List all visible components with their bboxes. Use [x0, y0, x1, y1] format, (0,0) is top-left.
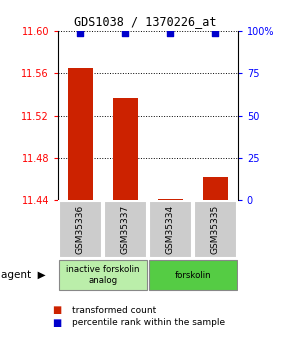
Text: ■: ■ [52, 306, 61, 315]
Bar [104, 201, 147, 258]
Text: agent  ▶: agent ▶ [1, 270, 46, 280]
Bar [203, 177, 228, 200]
Bar [149, 260, 237, 290]
Text: GSM35336: GSM35336 [76, 205, 85, 254]
Bar [149, 201, 192, 258]
Text: GSM35337: GSM35337 [121, 205, 130, 254]
Text: GDS1038 / 1370226_at: GDS1038 / 1370226_at [74, 16, 216, 29]
Text: GSM35334: GSM35334 [166, 205, 175, 254]
Text: percentile rank within the sample: percentile rank within the sample [72, 318, 226, 327]
Bar [194, 201, 237, 258]
Point [213, 30, 218, 36]
Point [123, 30, 128, 36]
Bar [59, 201, 102, 258]
Bar [113, 98, 138, 200]
Bar [59, 260, 147, 290]
Text: transformed count: transformed count [72, 306, 157, 315]
Bar [158, 199, 183, 200]
Text: forskolin: forskolin [175, 270, 211, 280]
Point [168, 30, 173, 36]
Text: GSM35335: GSM35335 [211, 205, 220, 254]
Text: inactive forskolin
analog: inactive forskolin analog [66, 265, 140, 285]
Text: ■: ■ [52, 318, 61, 327]
Bar [68, 68, 93, 200]
Point [78, 30, 83, 36]
